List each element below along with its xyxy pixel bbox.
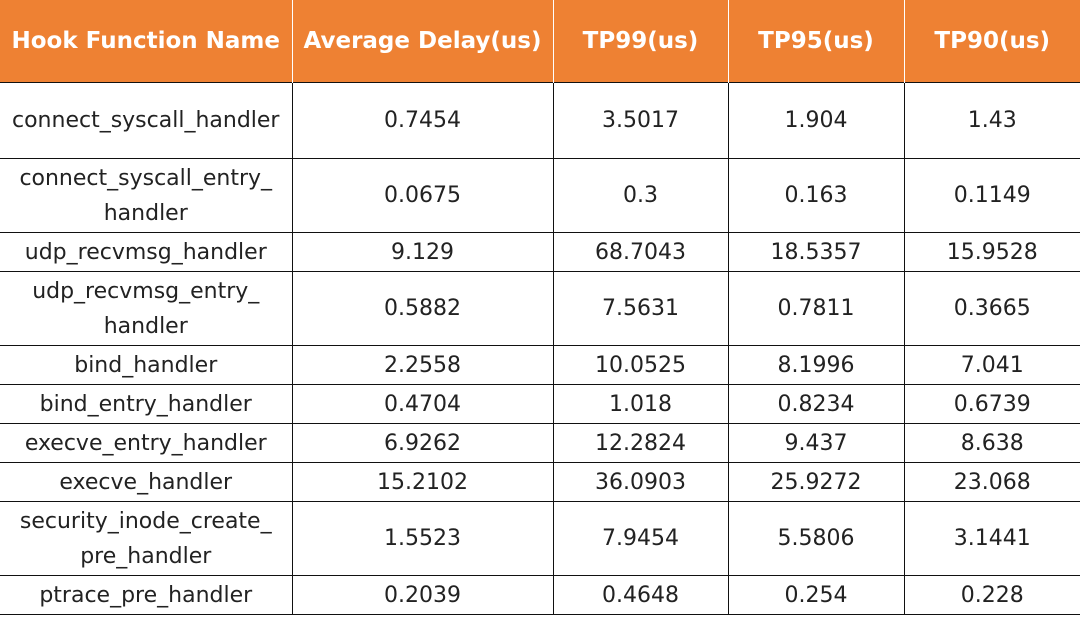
table-row: bind_handler 2.2558 10.0525 8.1996 7.041	[0, 345, 1080, 385]
cell-average-delay: 0.5882	[291, 271, 554, 346]
cell-average-delay: 0.7454	[291, 82, 554, 159]
table-row: bind_entry_handler 0.4704 1.018 0.8234 0.673…	[0, 384, 1080, 424]
table-row: ptrace_pre_handler 0.2039 0.4648 0.254 0.228	[0, 575, 1080, 615]
cell-hook-name: connect_syscall_entry_ handler	[0, 158, 293, 233]
cell-tp99: 36.0903	[552, 462, 729, 502]
cell-tp90: 0.1149	[903, 158, 1080, 233]
table-header-row: Hook Function Name Average Delay(us) TP9…	[0, 0, 1080, 83]
cell-tp90: 15.9528	[903, 232, 1080, 272]
cell-tp95: 0.8234	[727, 384, 905, 424]
cell-tp99: 10.0525	[552, 345, 729, 385]
cell-tp95: 5.5806	[727, 501, 905, 576]
cell-average-delay: 0.0675	[291, 158, 554, 233]
cell-hook-name: execve_entry_handler	[0, 423, 293, 463]
cell-tp99: 0.3	[552, 158, 729, 233]
cell-tp95: 0.7811	[727, 271, 905, 346]
cell-tp95: 9.437	[727, 423, 905, 463]
table-row: udp_recvmsg_handler 9.129 68.7043 18.5357 15…	[0, 232, 1080, 272]
table-body: connect_syscall_handler 0.7454 3.5017 1.904…	[0, 82, 1080, 615]
table-row: security_inode_create_ pre_handler 1.5523 7…	[0, 501, 1080, 576]
header-average-delay: Average Delay(us)	[291, 0, 554, 83]
cell-average-delay: 0.4704	[291, 384, 554, 424]
cell-tp90: 0.6739	[903, 384, 1080, 424]
cell-tp99: 0.4648	[552, 575, 729, 615]
cell-hook-name: execve_handler	[0, 462, 293, 502]
cell-hook-name: security_inode_create_ pre_handler	[0, 501, 293, 576]
table-row: udp_recvmsg_entry_ handler 0.5882 7.5631 0.7…	[0, 271, 1080, 346]
cell-tp95: 0.163	[727, 158, 905, 233]
table-row: connect_syscall_handler 0.7454 3.5017 1.904…	[0, 82, 1080, 159]
cell-hook-name: udp_recvmsg_handler	[0, 232, 293, 272]
cell-tp95: 8.1996	[727, 345, 905, 385]
cell-tp99: 12.2824	[552, 423, 729, 463]
header-tp99: TP99(us)	[552, 0, 729, 83]
header-tp90: TP90(us)	[903, 0, 1080, 83]
cell-average-delay: 1.5523	[291, 501, 554, 576]
cell-tp95: 1.904	[727, 82, 905, 159]
cell-hook-name: bind_handler	[0, 345, 293, 385]
cell-hook-name: ptrace_pre_handler	[0, 575, 293, 615]
cell-tp95: 0.254	[727, 575, 905, 615]
cell-hook-name: udp_recvmsg_entry_ handler	[0, 271, 293, 346]
cell-average-delay: 15.2102	[291, 462, 554, 502]
header-tp95: TP95(us)	[727, 0, 905, 83]
cell-tp90: 8.638	[903, 423, 1080, 463]
cell-average-delay: 0.2039	[291, 575, 554, 615]
cell-tp90: 0.228	[903, 575, 1080, 615]
cell-tp95: 18.5357	[727, 232, 905, 272]
cell-tp95: 25.9272	[727, 462, 905, 502]
cell-tp99: 7.9454	[552, 501, 729, 576]
cell-tp99: 68.7043	[552, 232, 729, 272]
cell-tp90: 23.068	[903, 462, 1080, 502]
cell-average-delay: 6.9262	[291, 423, 554, 463]
cell-average-delay: 9.129	[291, 232, 554, 272]
cell-tp99: 7.5631	[552, 271, 729, 346]
cell-tp99: 1.018	[552, 384, 729, 424]
cell-tp90: 0.3665	[903, 271, 1080, 346]
cell-tp90: 1.43	[903, 82, 1080, 159]
cell-tp90: 3.1441	[903, 501, 1080, 576]
table-row: execve_handler 15.2102 36.0903 25.9272 23.06…	[0, 462, 1080, 502]
cell-average-delay: 2.2558	[291, 345, 554, 385]
header-hook-function-name: Hook Function Name	[0, 0, 293, 83]
cell-hook-name: bind_entry_handler	[0, 384, 293, 424]
table-row: execve_entry_handler 6.9262 12.2824 9.437 8.…	[0, 423, 1080, 463]
cell-hook-name: connect_syscall_handler	[0, 82, 293, 159]
table-row: connect_syscall_entry_ handler 0.0675 0.3 0.…	[0, 158, 1080, 233]
cell-tp99: 3.5017	[552, 82, 729, 159]
cell-tp90: 7.041	[903, 345, 1080, 385]
